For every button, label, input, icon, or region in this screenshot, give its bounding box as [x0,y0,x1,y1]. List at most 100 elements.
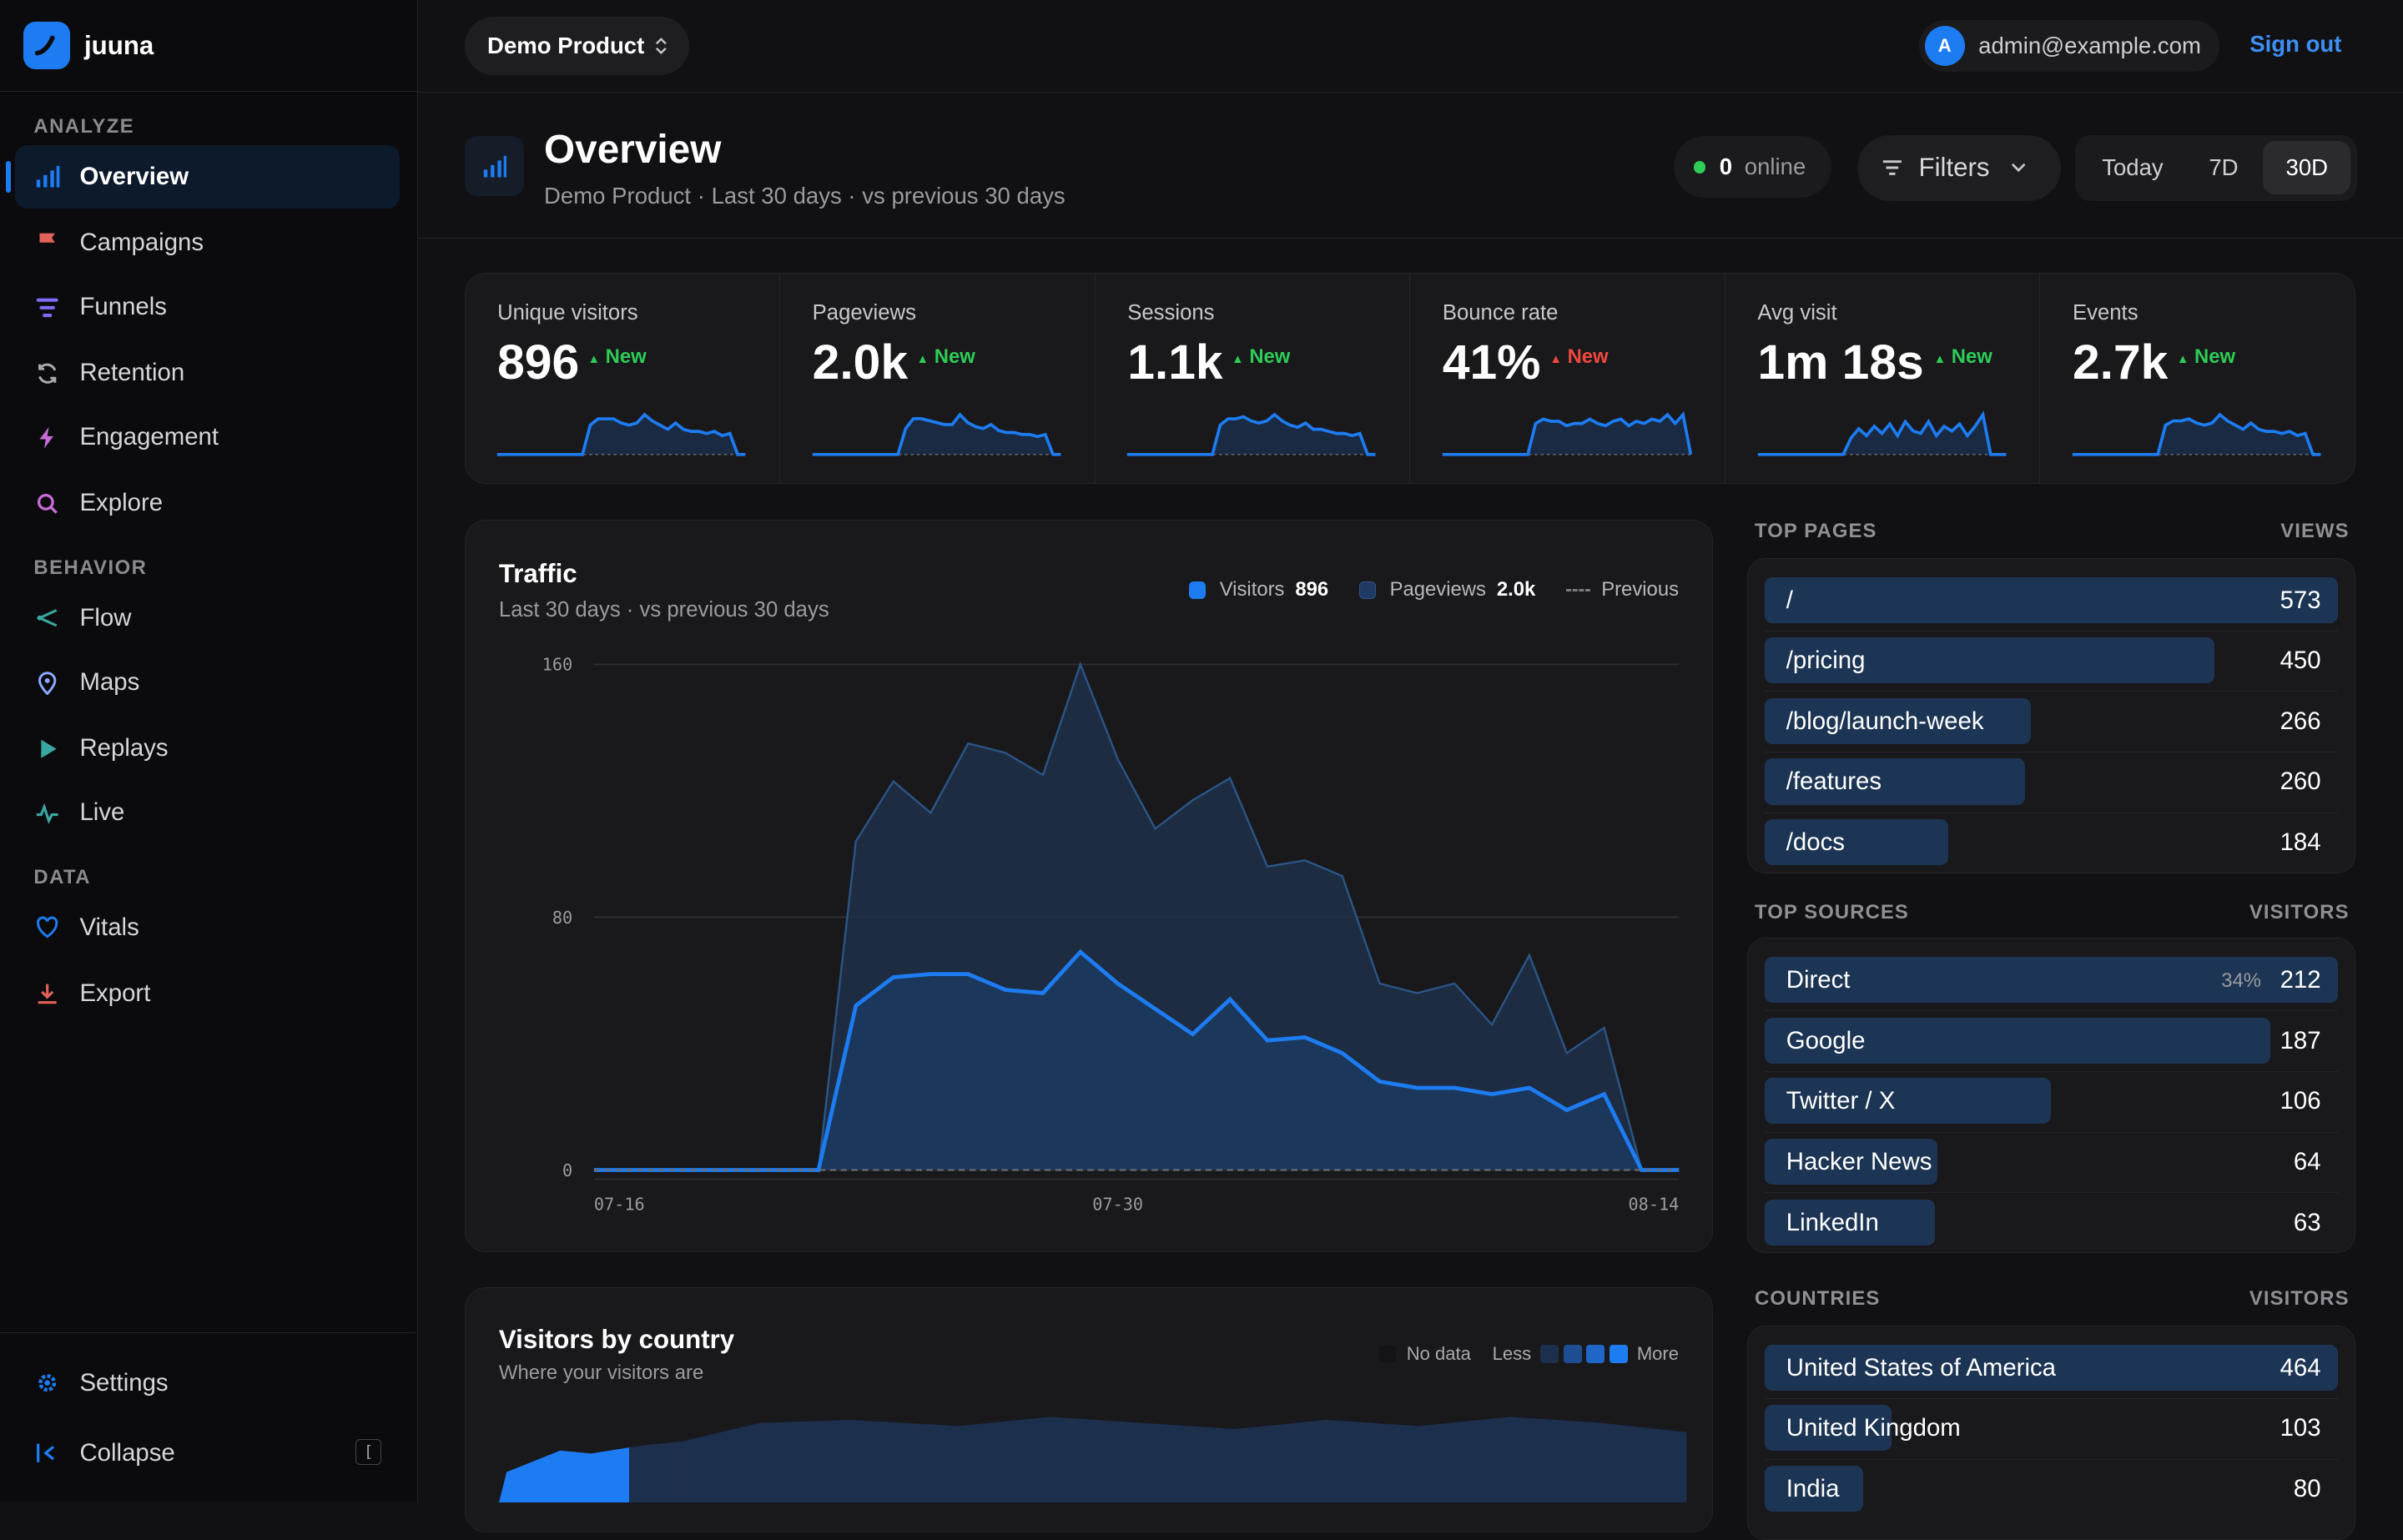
table-row[interactable]: /pricing 450 [1765,632,2338,692]
pulse-icon [33,799,61,827]
account-menu[interactable]: A admin@example.com [1918,19,2219,73]
y-tick-label: 0 [562,1160,572,1180]
table-row[interactable]: Twitter / X 106 [1765,1072,2338,1133]
table-row[interactable]: / 573 [1765,571,2338,632]
online-label: online [1744,153,1806,180]
sidebar-item-label: Collapse [79,1439,175,1467]
top-pages-list: / 573 /pricing 450 /blog/launch-week 266 /f… [1746,557,2355,873]
spark-line [1442,410,1693,456]
kpi-sparkline [1757,410,2006,456]
table-row[interactable]: /features 260 [1765,752,2338,813]
traffic-chart[interactable]: 0 80 160 07-16 07-30 08-14 [481,640,1706,1253]
x-tick-label: 07-16 [594,1194,645,1214]
scale-swatch-icon [1540,1344,1559,1363]
table-row[interactable]: United States of America 464 [1765,1338,2338,1400]
row-value: 64 [2293,1147,2321,1175]
legend-pageviews-label: Pageviews [1389,578,1486,601]
series-visitors-line [593,949,1680,1172]
table-row[interactable]: Direct 34% 212 [1765,951,2338,1012]
sign-out-link[interactable]: Sign out [2249,30,2342,57]
collapse-icon [33,1440,61,1467]
page-header: Overview Demo Product · Last 30 days · v… [418,93,2403,239]
spark-line [1127,412,1376,456]
filters-button[interactable]: Filters [1857,134,2062,201]
trend-arrow-icon: ▲ [1232,353,1244,367]
product-switcher[interactable]: Demo Product [464,17,689,75]
legend-previous-label: Previous [1601,578,1680,601]
kpi-card[interactable]: Sessions 1.1k ▲ New [1096,273,1411,484]
row-value: 184 [2280,828,2321,857]
sidebar-item-replays[interactable]: Replays [15,717,400,780]
sidebar-item-export[interactable]: Export [15,962,400,1024]
top-pages-title: TOP PAGES [1755,519,1877,542]
sidebar-item-maps[interactable]: Maps [15,652,400,714]
sidebar-item-label: Live [79,798,125,827]
kpi-sparkline [812,412,1061,456]
table-row[interactable]: LinkedIn 63 [1765,1193,2338,1253]
sidebar-item-overview[interactable]: Overview [6,145,400,209]
heart-icon [33,914,61,942]
scale-swatch-icon [1586,1344,1605,1363]
kpi-card[interactable]: Events 2.7k ▲ New [2040,274,2355,483]
legend-visitors-label: Visitors [1219,578,1285,601]
table-row[interactable]: Google 187 [1765,1011,2338,1072]
sidebar-footer: Settings Collapse [ [0,1331,416,1502]
spark-line [2072,412,2321,456]
kpi-card[interactable]: Bounce rate 41% ▲ New [1410,273,1725,484]
sidebar-item-vitals[interactable]: Vitals [15,896,400,959]
kpi-badge: ▲ New [1549,345,1609,369]
countries-header: COUNTRIES VISITORS [1755,1287,2350,1311]
traffic-legend: Visitors 896 Pageviews 2.0k Previous [1188,578,1680,601]
table-row[interactable]: Hacker News 64 [1765,1133,2338,1194]
row-label: /docs [1786,828,1845,857]
map-country-greenland [629,1441,683,1502]
sidebar-item-funnels[interactable]: Funnels [15,276,400,339]
row-value: 266 [2280,707,2321,735]
row-label: Twitter / X [1786,1087,1896,1115]
trend-arrow-icon: ▲ [587,353,600,367]
sidebar-item-live[interactable]: Live [15,782,400,844]
sidebar-item-settings[interactable]: Settings [15,1351,400,1414]
kpi-card[interactable]: Pageviews 2.0k ▲ New [780,273,1096,484]
kpi-value: 896 [497,335,580,390]
top-pages-metric: VIEWS [2280,519,2350,542]
kpi-label: Bounce rate [1442,300,1559,325]
top-sources-list: Direct 34% 212 Google 187 Twitter / X 106 Ha… [1746,938,2355,1254]
table-row[interactable]: India 80 [1765,1460,2338,1520]
overview-icon [464,136,525,197]
kpi-badge: ▲ New [1232,345,1291,369]
trend-arrow-icon: ▲ [1549,353,1562,367]
sidebar-item-flow[interactable]: Flow [15,586,400,649]
map-legend: No data Less More [1378,1343,1679,1365]
sidebar-item-engagement[interactable]: Engagement [15,406,400,469]
country-map-panel: Visitors by country Where your visitors … [464,1286,1714,1532]
sidebar-item-campaigns[interactable]: Campaigns [15,211,400,274]
map-country-canada [683,1417,1687,1502]
row-label: LinkedIn [1786,1208,1879,1236]
map-country-alaska [498,1447,630,1502]
table-row[interactable]: /docs 184 [1765,813,2338,873]
row-value: 80 [2293,1475,2321,1503]
range-7d[interactable]: 7D [2209,154,2239,181]
kpi-card[interactable]: Avg visit 1m 18s ▲ New [1725,273,2041,484]
page-subtitle: Demo Product · Last 30 days · vs previou… [544,182,1065,209]
sidebar-item-label: Export [79,979,151,1008]
brand-logo-icon [23,22,71,70]
brand[interactable]: juuna [0,0,417,93]
kpi-card[interactable]: Unique visitors 896 ▲ New [466,273,781,484]
range-today[interactable]: Today [2102,154,2164,181]
bar-chart-icon [33,164,61,191]
spark-area [2072,414,2321,455]
collapse-button[interactable]: Collapse [15,1422,400,1484]
sidebar-item-label: Flow [79,604,132,632]
funnel-icon [33,294,61,321]
trend-arrow-icon: ▲ [916,353,929,367]
sidebar-item-retention[interactable]: Retention [15,342,400,405]
sidebar-item-label: Settings [79,1368,169,1397]
table-row[interactable]: /blog/launch-week 266 [1765,692,2338,753]
row-value: 106 [2280,1087,2321,1115]
table-row[interactable]: United Kingdom 103 [1765,1399,2338,1460]
sidebar-item-explore[interactable]: Explore [15,472,400,535]
range-30d[interactable]: 30D [2263,140,2351,195]
world-map[interactable] [498,1411,1710,1502]
